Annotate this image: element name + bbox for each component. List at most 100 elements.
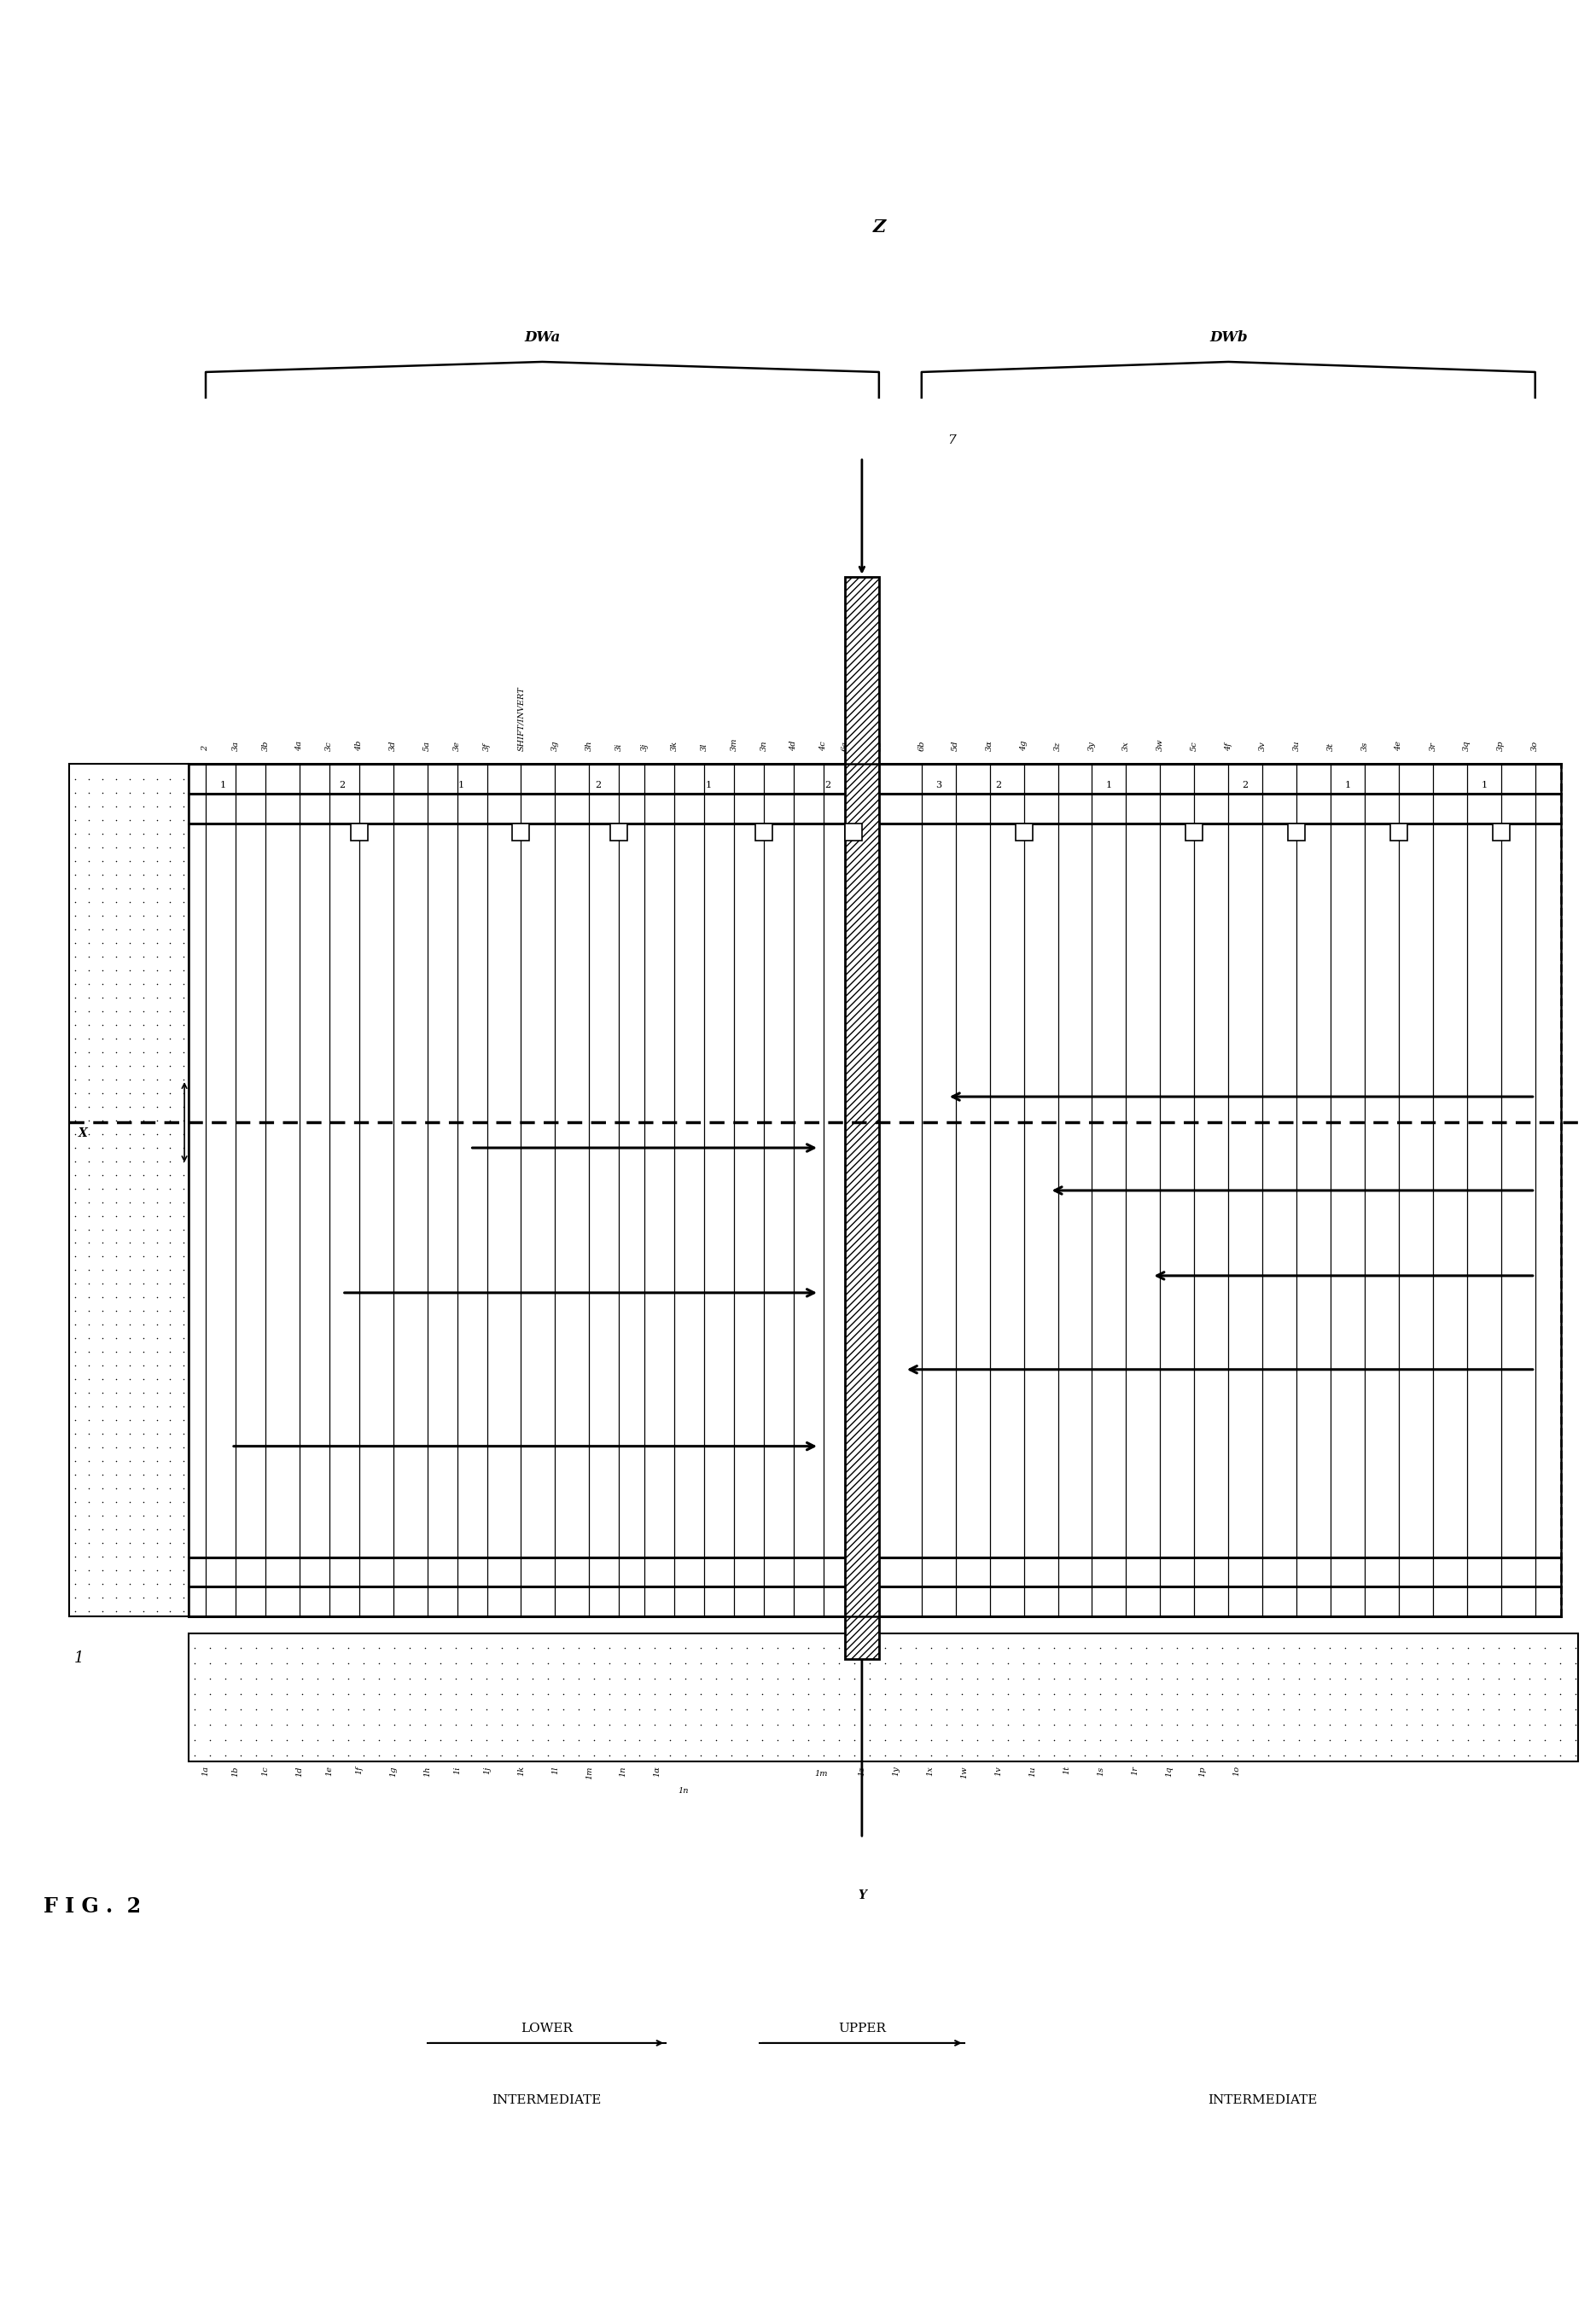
Text: 1: 1 bbox=[705, 781, 712, 790]
Text: 1c: 1c bbox=[262, 1766, 270, 1775]
Bar bbox=[1390, 825, 1408, 841]
Text: 3w: 3w bbox=[1157, 739, 1163, 751]
Text: Z: Z bbox=[873, 218, 886, 236]
Text: 6b: 6b bbox=[918, 741, 926, 751]
Text: 1i: 1i bbox=[453, 1766, 461, 1775]
Text: 1v: 1v bbox=[994, 1766, 1002, 1775]
Text: 3e: 3e bbox=[453, 741, 461, 751]
Text: 3z: 3z bbox=[1053, 741, 1061, 751]
Text: UNIT ADDER: UNIT ADDER bbox=[849, 693, 857, 751]
Text: 3n: 3n bbox=[760, 741, 768, 751]
Text: 3v: 3v bbox=[1259, 741, 1266, 751]
Text: UPPER: UPPER bbox=[838, 2023, 886, 2034]
Text: 1n: 1n bbox=[678, 1786, 688, 1796]
Text: 1q: 1q bbox=[1165, 1766, 1173, 1777]
Bar bbox=[1288, 825, 1306, 841]
Text: 1b: 1b bbox=[231, 1766, 239, 1777]
Text: 5b: 5b bbox=[875, 741, 883, 751]
Text: 3c: 3c bbox=[326, 741, 334, 751]
Text: 1a: 1a bbox=[201, 1766, 209, 1777]
Text: 3f: 3f bbox=[484, 744, 492, 751]
Text: 3d: 3d bbox=[389, 741, 397, 751]
Text: 3k: 3k bbox=[670, 741, 678, 751]
Text: 1: 1 bbox=[1106, 781, 1112, 790]
Text: 3m: 3m bbox=[731, 739, 737, 751]
Text: 1f: 1f bbox=[356, 1766, 362, 1775]
Bar bbox=[611, 825, 627, 841]
Bar bbox=[512, 825, 530, 841]
Text: 5c: 5c bbox=[1191, 741, 1199, 751]
Text: 3u: 3u bbox=[1293, 741, 1301, 751]
Text: 1x: 1x bbox=[926, 1766, 934, 1775]
Text: 3α: 3α bbox=[986, 741, 994, 751]
Text: 3r: 3r bbox=[1428, 741, 1436, 751]
Text: 3j: 3j bbox=[640, 744, 648, 751]
Bar bbox=[188, 765, 1561, 1617]
Text: 7: 7 bbox=[946, 433, 956, 447]
Text: 1t: 1t bbox=[1063, 1766, 1071, 1775]
Text: 1r: 1r bbox=[1132, 1766, 1138, 1775]
Text: 4a: 4a bbox=[295, 741, 303, 751]
Text: 1h: 1h bbox=[423, 1766, 431, 1777]
Text: 3i: 3i bbox=[614, 744, 622, 751]
Text: 1z: 1z bbox=[859, 1766, 865, 1775]
Text: 4b: 4b bbox=[356, 741, 362, 751]
Text: 1j: 1j bbox=[484, 1766, 492, 1775]
Text: 3b: 3b bbox=[262, 741, 270, 751]
Bar bbox=[188, 1633, 1578, 1761]
Text: 1s: 1s bbox=[1096, 1766, 1104, 1775]
Text: 2: 2 bbox=[201, 746, 209, 751]
Text: 1p: 1p bbox=[1199, 1766, 1207, 1777]
Text: 1m: 1m bbox=[814, 1770, 828, 1777]
Bar bbox=[844, 577, 879, 1659]
Text: 1o: 1o bbox=[1234, 1766, 1240, 1777]
Bar bbox=[1186, 825, 1203, 841]
Text: 4c: 4c bbox=[820, 741, 827, 751]
Text: 1k: 1k bbox=[517, 1766, 525, 1777]
Text: 1: 1 bbox=[220, 781, 225, 790]
Text: LOWER: LOWER bbox=[520, 2023, 573, 2034]
Text: 1d: 1d bbox=[295, 1766, 303, 1777]
Text: 4g: 4g bbox=[1020, 741, 1028, 751]
Text: X: X bbox=[78, 1128, 88, 1140]
Text: SHIFT/INVERT: SHIFT/INVERT bbox=[517, 686, 525, 751]
Text: 1w: 1w bbox=[961, 1766, 969, 1779]
Text: 4d: 4d bbox=[790, 741, 798, 751]
Text: 1y: 1y bbox=[892, 1766, 900, 1775]
Text: Y: Y bbox=[857, 1891, 867, 1902]
Bar bbox=[844, 825, 862, 841]
Text: 1e: 1e bbox=[326, 1766, 334, 1777]
Text: 3: 3 bbox=[935, 781, 942, 790]
Bar bbox=[1015, 825, 1033, 841]
Text: 3t: 3t bbox=[1326, 744, 1334, 751]
Text: 1g: 1g bbox=[389, 1766, 397, 1777]
Text: 1: 1 bbox=[1481, 781, 1487, 790]
Text: 1n: 1n bbox=[619, 1766, 627, 1777]
Text: 2: 2 bbox=[825, 781, 832, 790]
Text: 1: 1 bbox=[458, 781, 464, 790]
Text: 3a: 3a bbox=[231, 741, 239, 751]
Bar bbox=[755, 825, 772, 841]
Text: 3s: 3s bbox=[1361, 741, 1368, 751]
Text: 4e: 4e bbox=[1395, 741, 1403, 751]
Text: 1u: 1u bbox=[1028, 1766, 1036, 1777]
Text: 3y: 3y bbox=[1088, 741, 1096, 751]
Text: 2: 2 bbox=[996, 781, 1001, 790]
Text: 5a: 5a bbox=[423, 741, 431, 751]
Bar bbox=[351, 825, 367, 841]
Text: DWb: DWb bbox=[1210, 331, 1248, 345]
Text: 5d: 5d bbox=[951, 741, 959, 751]
Text: DWa: DWa bbox=[525, 331, 560, 345]
Text: 3o: 3o bbox=[1531, 741, 1539, 751]
Text: 3p: 3p bbox=[1497, 741, 1505, 751]
Text: 1α: 1α bbox=[653, 1766, 661, 1777]
Text: 2: 2 bbox=[595, 781, 600, 790]
Text: 1l: 1l bbox=[551, 1766, 559, 1775]
Text: 2: 2 bbox=[338, 781, 345, 790]
Text: 3h: 3h bbox=[586, 741, 594, 751]
Text: 3l: 3l bbox=[701, 744, 709, 751]
Text: 3x: 3x bbox=[1122, 741, 1130, 751]
Bar bbox=[188, 765, 1561, 1617]
Text: 4f: 4f bbox=[1224, 744, 1232, 751]
Text: 1: 1 bbox=[73, 1650, 83, 1666]
